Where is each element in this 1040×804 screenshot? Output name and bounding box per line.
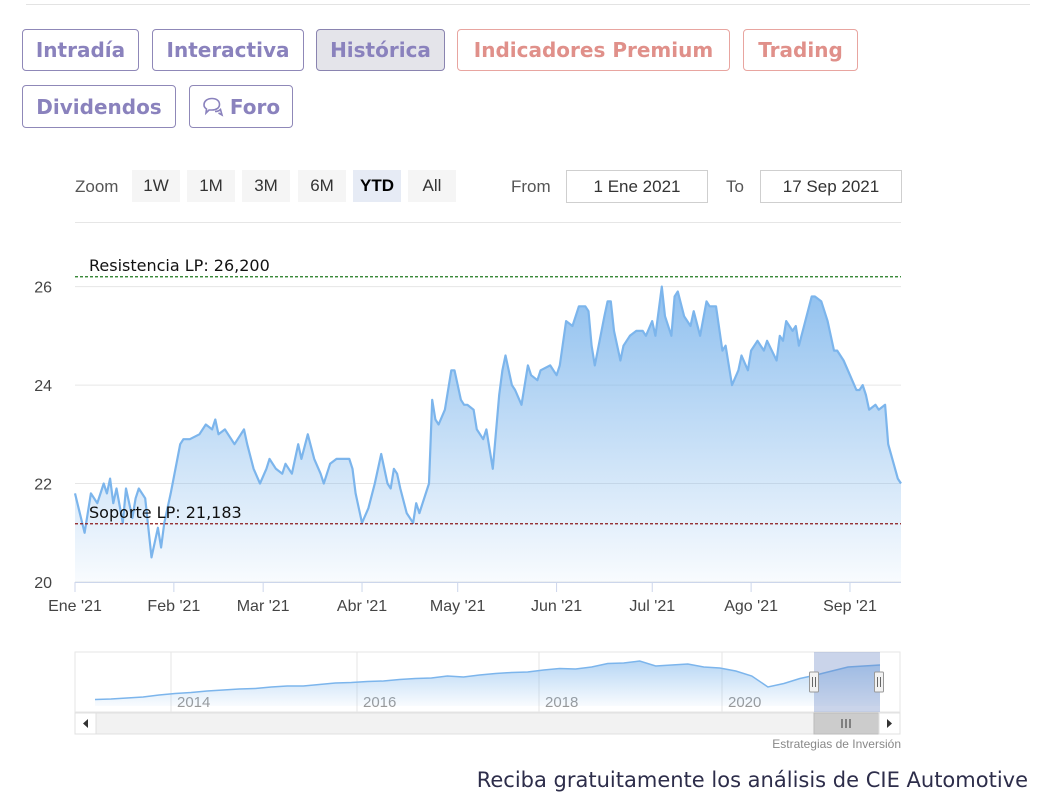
navigator-handle-right[interactable]: [874, 671, 884, 693]
x-tick-label: Sep '21: [823, 598, 877, 615]
price-area: [75, 286, 901, 582]
scrollbar-thumb: [813, 712, 881, 735]
range-divider: [75, 222, 901, 223]
zoom-6m-button[interactable]: 6M: [298, 170, 346, 202]
tab-historica[interactable]: Histórica: [316, 29, 445, 71]
x-tick-label: Jul '21: [629, 598, 675, 615]
zoom-all-button[interactable]: All: [408, 170, 456, 202]
chevron-right-icon: [887, 719, 892, 728]
scrollbar-track: [74, 712, 901, 735]
top-divider: [26, 4, 1030, 5]
tab-dividendos-label: Dividendos: [36, 94, 162, 119]
y-tick-label: 26: [34, 280, 52, 297]
tab-foro-label: Foro: [229, 94, 281, 119]
navigator-handle-left[interactable]: [809, 671, 819, 693]
tab-foro[interactable]: Foro: [189, 85, 293, 128]
navigator-line: [94, 660, 881, 701]
tab-interactiva[interactable]: Interactiva: [152, 29, 304, 71]
from-label: From: [511, 177, 551, 196]
tab-interactiva-label: Interactiva: [166, 38, 290, 62]
y-axis-labels: 20 22 24 26: [34, 280, 52, 592]
chevron-left-icon: [83, 719, 88, 728]
y-tick-label: 22: [34, 477, 52, 494]
x-axis: Ene '21 Feb '21 Mar '21 Abr '21 May '21 Jun '…: [48, 582, 901, 615]
chart-credit[interactable]: Estrategias de Inversión: [772, 737, 901, 751]
tab-dividendos[interactable]: Dividendos: [22, 85, 176, 128]
tab-indicadores-label: Indicadores Premium: [473, 38, 714, 62]
navigator-area: [95, 661, 880, 706]
handle-body: [809, 671, 819, 693]
handle-body: [874, 671, 884, 693]
tab-historica-label: Histórica: [330, 38, 431, 62]
zoom-1m-button[interactable]: 1M: [187, 170, 235, 202]
y-tick-label: 20: [34, 575, 52, 592]
support-label: Soporte LP: 21,183: [89, 503, 242, 522]
tab-trading[interactable]: Trading: [743, 29, 858, 71]
chat-bubbles-icon: [202, 96, 224, 118]
to-label: To: [726, 177, 744, 196]
tab-trading-label: Trading: [758, 38, 843, 62]
y-tick-label: 24: [34, 378, 52, 395]
resistance-label: Resistencia LP: 26,200: [89, 256, 270, 275]
price-line: [73, 285, 902, 559]
zoom-3m-button[interactable]: 3M: [242, 170, 290, 202]
x-tick-label: Ago '21: [724, 598, 778, 615]
x-tick-label: May '21: [430, 598, 486, 615]
x-tick-label: Abr '21: [337, 598, 387, 615]
x-tick-label: Mar '21: [237, 598, 290, 615]
x-tick-label: Ene '21: [48, 598, 102, 615]
tab-indicadores-premium[interactable]: Indicadores Premium: [457, 29, 730, 71]
navigator: 2014201620182020: [74, 651, 901, 735]
zoom-label: Zoom: [75, 177, 119, 196]
zoom-1w-button[interactable]: 1W: [132, 170, 180, 202]
from-date-input[interactable]: 1 Ene 2021: [566, 170, 708, 203]
cta-text[interactable]: Reciba gratuitamente los análisis de CIE…: [476, 768, 1028, 792]
tab-intradia[interactable]: Intradía: [22, 29, 139, 71]
to-date-input[interactable]: 17 Sep 2021: [760, 170, 902, 203]
scrollbar[interactable]: [74, 712, 901, 735]
tab-intradia-label: Intradía: [35, 38, 126, 62]
navigator-window: [814, 652, 880, 712]
zoom-ytd-button[interactable]: YTD: [353, 170, 401, 202]
support-resistance-lines: Resistencia LP: 26,200 Soporte LP: 21,183: [75, 256, 901, 525]
x-tick-label: Feb '21: [147, 598, 200, 615]
x-tick-label: Jun '21: [531, 598, 582, 615]
